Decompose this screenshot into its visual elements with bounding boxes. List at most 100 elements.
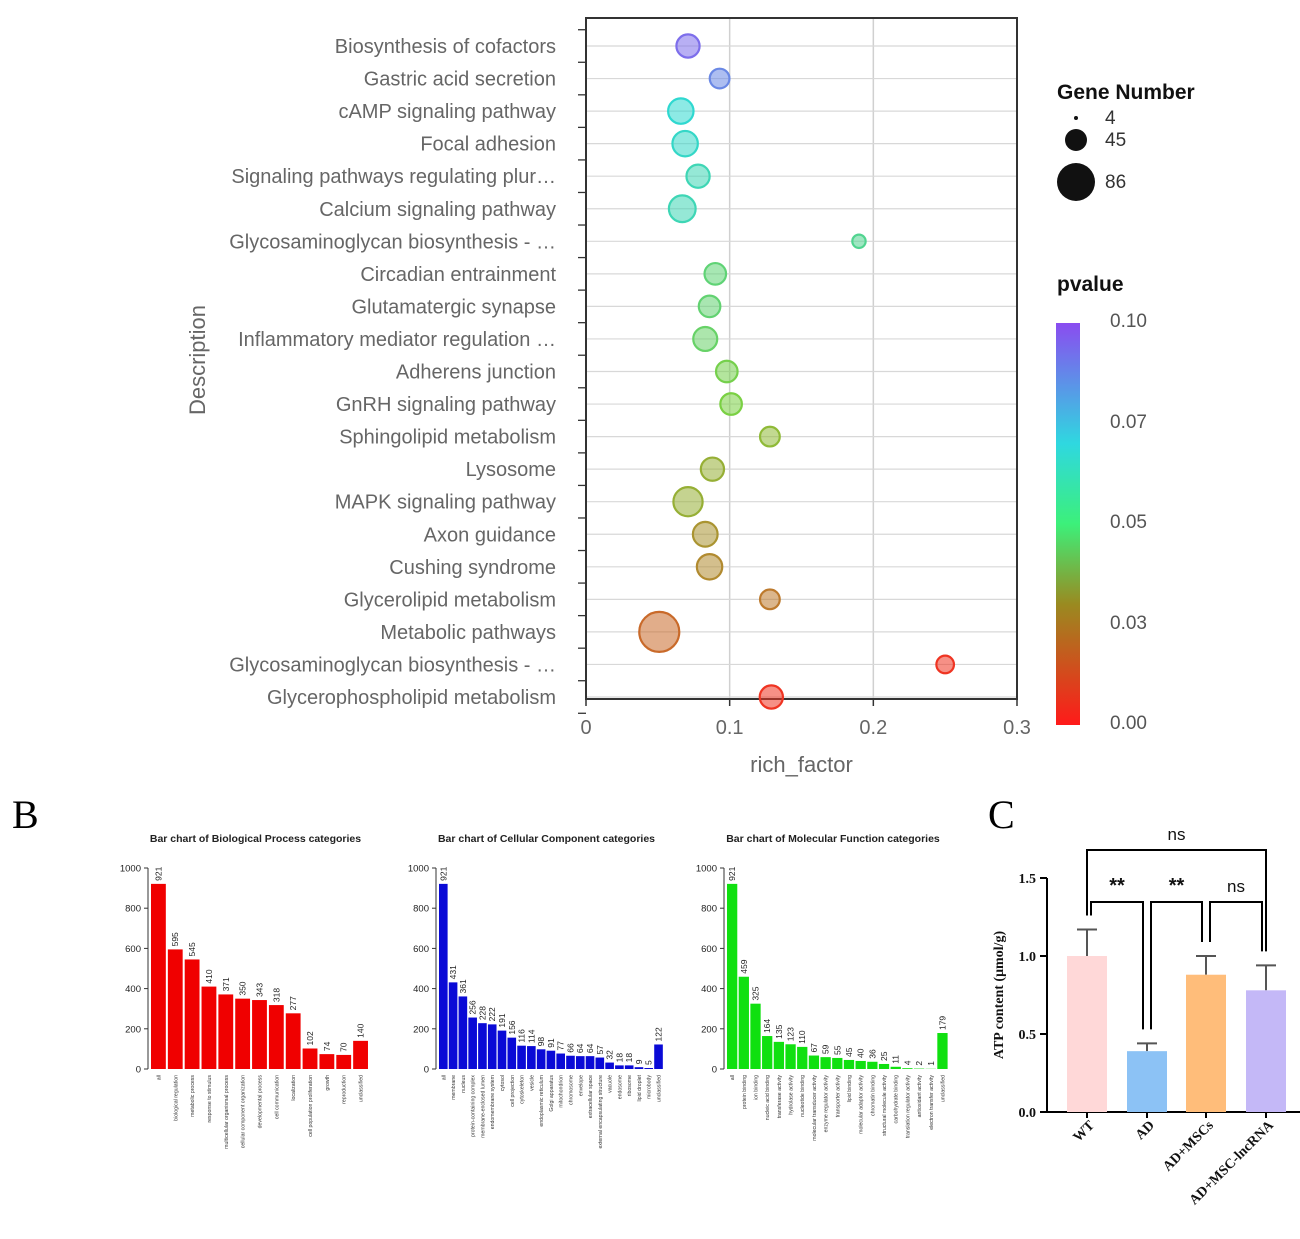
bar-value-label: 179 <box>937 1016 947 1030</box>
y-category-label: MAPK signaling pathway <box>335 492 556 514</box>
significance-bracket <box>1086 849 1267 952</box>
bar-growth <box>319 1054 335 1069</box>
bubble-point <box>671 129 699 158</box>
bar-structural-molecule-activity <box>878 1063 890 1069</box>
x-category-label: lipid binding <box>847 1075 853 1103</box>
panel-b-molecular-function-chart: Bar chart of Molecular Function categori… <box>696 833 948 1141</box>
bar-value-label: 110 <box>797 1030 807 1044</box>
x-category-label: cellular component organization <box>241 1075 247 1148</box>
x-category-label: protein-containing complex <box>471 1075 477 1137</box>
bar-mitochondrion <box>556 1053 565 1069</box>
x-category-label: lipid droplet <box>637 1074 643 1101</box>
bubble-point <box>695 552 724 581</box>
bar-value-label: 921 <box>438 866 448 880</box>
bar-value-label: 102 <box>305 1031 315 1045</box>
y-tick-label: 1.0 <box>1019 950 1037 965</box>
bar-value-label: 123 <box>786 1027 796 1041</box>
x-category-label: endosome <box>617 1075 623 1099</box>
bar-unclassified <box>353 1040 368 1069</box>
y-category-label: Biosynthesis of cofactors <box>335 36 556 58</box>
x-category-label: electron transfer activity <box>929 1075 935 1130</box>
bar-nucleic-acid-binding <box>762 1036 773 1069</box>
bubble-point <box>703 261 728 286</box>
bar-golgi-apparatus <box>546 1050 556 1069</box>
bar-multicellular-organismal-process <box>218 994 234 1069</box>
x-category-label: unclassified <box>657 1075 663 1102</box>
bar-vacuole <box>605 1062 614 1069</box>
bubble-point <box>691 520 719 548</box>
y-tick-label: 800 <box>701 904 717 915</box>
x-category-label: response to stimulus <box>207 1075 213 1123</box>
x-category-label: enzyme regulator activity <box>824 1075 830 1133</box>
bar-translation-regulator-activity <box>902 1068 913 1069</box>
bar-cell-projection <box>507 1037 517 1069</box>
bar-enzyme-regulator-activity <box>820 1057 831 1069</box>
x-category-label: developmental process <box>257 1075 263 1129</box>
y-category-label: Calcium signaling pathway <box>319 199 556 221</box>
y-tick-label: 1000 <box>120 864 141 875</box>
bar-value-label: 256 <box>468 1000 478 1014</box>
bubble-point <box>758 684 785 710</box>
bar-chromosome <box>566 1055 575 1069</box>
bar-value-label: 545 <box>187 942 197 956</box>
y-category-label: Axon guidance <box>424 524 556 546</box>
bar-developmental-process <box>252 1000 267 1069</box>
y-tick-label: 0 <box>136 1065 141 1076</box>
x-category-label: transferase activity <box>777 1075 783 1119</box>
bubble-point <box>697 294 722 319</box>
bar-value-label: 98 <box>536 1037 546 1047</box>
x-category-label: localization <box>291 1075 297 1101</box>
bar-ad <box>1127 1051 1167 1112</box>
bar-value-label: 59 <box>821 1044 831 1054</box>
significance-bracket <box>1209 901 1263 952</box>
x-category-label: biological regulation <box>173 1075 179 1121</box>
bubble-point <box>708 67 731 90</box>
bar-carbohydrate-binding <box>890 1066 901 1069</box>
y-category-label: Glutamatergic synapse <box>351 296 556 318</box>
panel-b-cellular-component-chart: Bar chart of Cellular Component categori… <box>408 833 664 1149</box>
y-category-label: Glycosaminoglycan biosynthesis - … <box>229 654 556 676</box>
bar-value-label: 191 <box>497 1013 507 1027</box>
bar-vesicle <box>527 1046 536 1069</box>
bar-value-label: 595 <box>170 932 180 946</box>
y-category-label: Lysosome <box>466 459 556 481</box>
x-category-label: ion binding <box>754 1075 760 1100</box>
x-category-label: nucleus <box>461 1075 467 1093</box>
colorbar-tick-0: 0.10 <box>1110 311 1147 332</box>
y-tick-label: 1000 <box>696 864 717 875</box>
bar-wt <box>1067 956 1107 1112</box>
bar-value-label: 371 <box>221 977 231 991</box>
bar-value-label: 122 <box>654 1027 664 1041</box>
size-legend-dot-medium <box>1065 129 1087 151</box>
bar-value-label: 18 <box>614 1053 624 1063</box>
bar-value-label: 2 <box>914 1061 924 1066</box>
x-tick-label: 0.1 <box>716 717 744 739</box>
panel-b-letter: B <box>12 792 39 837</box>
bubble-point <box>692 325 719 353</box>
bar-endomembrane-system <box>487 1024 497 1069</box>
x-category-label: hydrolase activity <box>789 1075 795 1115</box>
bar-extracellular-space <box>585 1056 595 1069</box>
bar-value-label: 77 <box>556 1041 566 1051</box>
y-category-label: GnRH signaling pathway <box>336 394 556 416</box>
significance-label: ** <box>1169 875 1185 897</box>
y-category-label: Circadian entrainment <box>360 264 556 286</box>
significance-label: ns <box>1227 877 1245 896</box>
bar-protein-containing-complex <box>468 1017 477 1069</box>
y-tick-label: 1.5 <box>1019 872 1037 887</box>
x-category-label: extracellular space <box>588 1075 594 1118</box>
bar-cytoskeleton <box>517 1045 526 1069</box>
x-category-label: vacuole <box>608 1075 614 1093</box>
x-category-label: antioxidant activity <box>917 1075 923 1118</box>
x-category-label: ribosome <box>627 1075 633 1096</box>
bubble-point <box>714 359 739 384</box>
bar-membrane-enclosed-lumen <box>478 1023 487 1069</box>
bar-unclassified <box>654 1044 663 1069</box>
bubble-point <box>719 392 743 416</box>
x-category-label: cytoskeleton <box>520 1075 526 1104</box>
bar-ad-msc-lncrna <box>1246 990 1286 1112</box>
colorbar-tick-3: 0.03 <box>1110 613 1147 634</box>
bar-value-label: 18 <box>624 1053 634 1063</box>
x-category-label: chromatin binding <box>870 1075 876 1116</box>
bubble-point <box>699 456 726 482</box>
